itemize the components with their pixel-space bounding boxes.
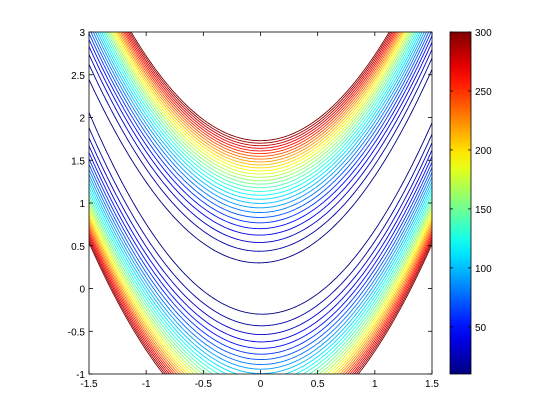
- contour-line-110-lower: [89, 183, 432, 374]
- colorbar: [449, 31, 472, 375]
- contour-line-30-upper: [89, 49, 432, 243]
- contour-line-240-lower: [89, 226, 432, 374]
- contour-line-160-upper: [108, 32, 412, 182]
- contour-lines: [89, 32, 432, 374]
- contour-line-190-upper: [113, 32, 407, 172]
- x-axis: -1.5 -1 -0.5 0 0.5 1 1.5: [80, 32, 439, 390]
- contour-line-20-upper: [89, 57, 432, 252]
- x-tick-label: 1: [372, 379, 378, 390]
- contour-line-240-upper: [121, 32, 399, 157]
- contour-line-30-lower: [89, 137, 432, 336]
- contour-line-150-upper: [106, 32, 414, 185]
- colorbar-tick-label: 50: [475, 323, 487, 334]
- contour-line-230-lower: [89, 223, 432, 374]
- y-tick-label: 2: [79, 114, 85, 125]
- y-tick-label: 0.5: [71, 242, 85, 253]
- contour-line-10-upper: [89, 69, 432, 264]
- contour-line-220-lower: [89, 220, 432, 374]
- colorbar-tick-label: 250: [475, 87, 492, 98]
- contour-line-60-lower: [89, 158, 432, 355]
- contour-line-130-upper: [103, 32, 417, 192]
- x-tick-label: -1.5: [80, 379, 98, 390]
- contour-line-70-upper: [90, 32, 430, 218]
- x-tick-label: 0.5: [311, 379, 325, 390]
- contour-line-210-lower: [89, 217, 432, 374]
- contour-line-260-upper: [124, 32, 396, 152]
- y-tick-label: -0.5: [68, 327, 86, 338]
- contour-line-280-upper: [127, 32, 393, 147]
- contour-line-180-lower: [89, 208, 432, 374]
- contour-line-90-upper: [94, 32, 425, 209]
- contour-line-100-upper: [97, 32, 423, 204]
- contour-line-170-upper: [110, 32, 410, 178]
- y-tick-label: -1: [76, 370, 85, 381]
- contour-line-230-upper: [119, 32, 401, 160]
- contour-line-290-lower: [89, 239, 432, 374]
- y-tick-label: 1.5: [71, 156, 85, 167]
- contour-line-300-upper: [130, 32, 390, 142]
- y-tick-label: 0: [79, 285, 85, 296]
- colorbar-tick-label: 300: [475, 28, 492, 39]
- contour-line-80-upper: [92, 32, 427, 213]
- contour-line-170-lower: [89, 205, 432, 374]
- contour-line-220-upper: [118, 32, 402, 163]
- y-axis: -1 -0.5 0 0.5 1 1.5 2 2.5 3: [68, 28, 432, 381]
- y-tick-label: 1: [79, 199, 85, 210]
- contour-line-210-upper: [116, 32, 404, 166]
- contour-line-120-upper: [101, 32, 419, 196]
- contour-line-270-upper: [126, 32, 395, 149]
- contour-line-290-upper: [129, 32, 392, 144]
- contour-line-260-lower: [89, 232, 432, 374]
- contour-line-180-upper: [111, 32, 409, 175]
- colorbar-tick-label: 100: [475, 264, 492, 275]
- y-tick-label: 3: [79, 28, 85, 39]
- contour-line-120-lower: [89, 187, 432, 374]
- x-tick-label: 1.5: [425, 379, 439, 390]
- contour-line-110-upper: [99, 32, 421, 200]
- contour-line-160-lower: [89, 201, 432, 374]
- contour-line-60-upper: [89, 32, 432, 224]
- contour-line-130-lower: [89, 191, 432, 374]
- contour-line-90-lower: [89, 174, 432, 370]
- contour-line-40-lower: [89, 145, 432, 343]
- contour-line-50-lower: [89, 152, 432, 349]
- contour-line-300-lower: [89, 242, 432, 374]
- contour-line-200-lower: [89, 214, 432, 374]
- contour-line-190-lower: [89, 211, 432, 374]
- contour-line-270-lower: [89, 234, 432, 374]
- contour-line-10-lower: [89, 112, 432, 315]
- x-tick-label: -1: [142, 379, 151, 390]
- colorbar-tick-label: 150: [475, 205, 492, 216]
- colorbar-axis: 50 100 150 200 250 300: [450, 28, 492, 334]
- contour-line-150-lower: [89, 198, 432, 374]
- contour-line-140-upper: [104, 32, 416, 189]
- contour-line-250-upper: [123, 32, 398, 155]
- contour-line-80-lower: [89, 169, 432, 365]
- contour-line-250-lower: [89, 229, 432, 374]
- x-tick-label: -0.5: [195, 379, 213, 390]
- contour-line-20-lower: [89, 127, 432, 327]
- x-tick-label: 0: [258, 379, 264, 390]
- contour-line-140-lower: [89, 194, 432, 374]
- contour-line-200-upper: [115, 32, 406, 169]
- contour-line-280-lower: [89, 237, 432, 374]
- contour-line-70-lower: [89, 164, 432, 360]
- contour-line-50-upper: [89, 35, 432, 230]
- colorbar-tick-label: 200: [475, 146, 492, 157]
- contour-line-40-upper: [89, 42, 432, 236]
- y-tick-label: 2.5: [71, 71, 85, 82]
